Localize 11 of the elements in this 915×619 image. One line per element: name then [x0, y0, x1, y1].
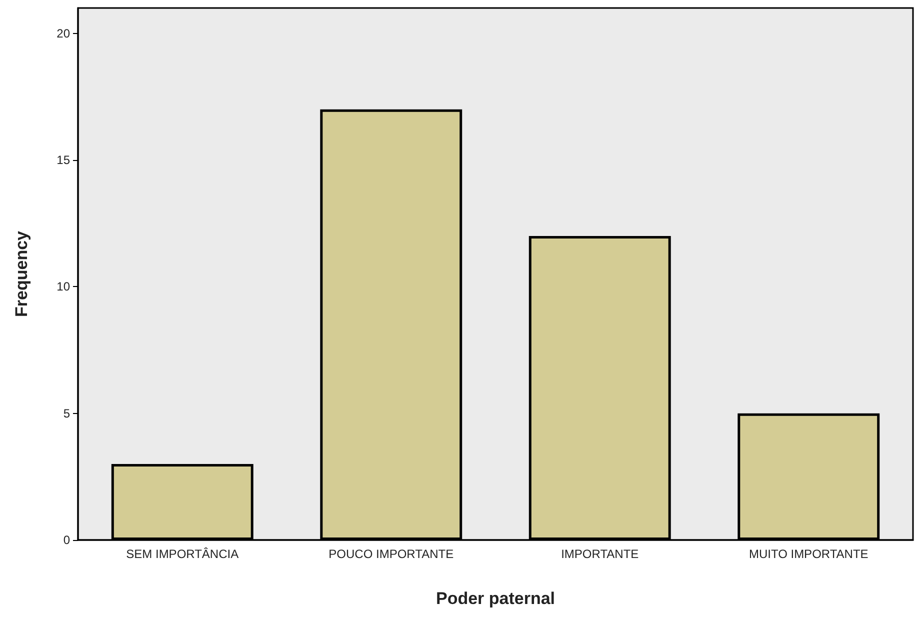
y-tick-label: 10 [56, 280, 70, 294]
x-tick-label: POUCO IMPORTANTE [328, 547, 454, 561]
x-tick-label: SEM IMPORTÂNCIA [126, 547, 239, 561]
y-tick-label: 0 [63, 533, 70, 547]
y-tick-label: 15 [56, 153, 70, 167]
y-tick-label: 5 [63, 406, 70, 420]
y-axis-title: Frequency [12, 230, 31, 317]
y-tick-label: 20 [56, 26, 70, 40]
x-axis-title: Poder paternal [436, 589, 556, 608]
x-tick-label: IMPORTANTE [561, 547, 639, 561]
x-tick-label: MUITO IMPORTANTE [748, 547, 868, 561]
